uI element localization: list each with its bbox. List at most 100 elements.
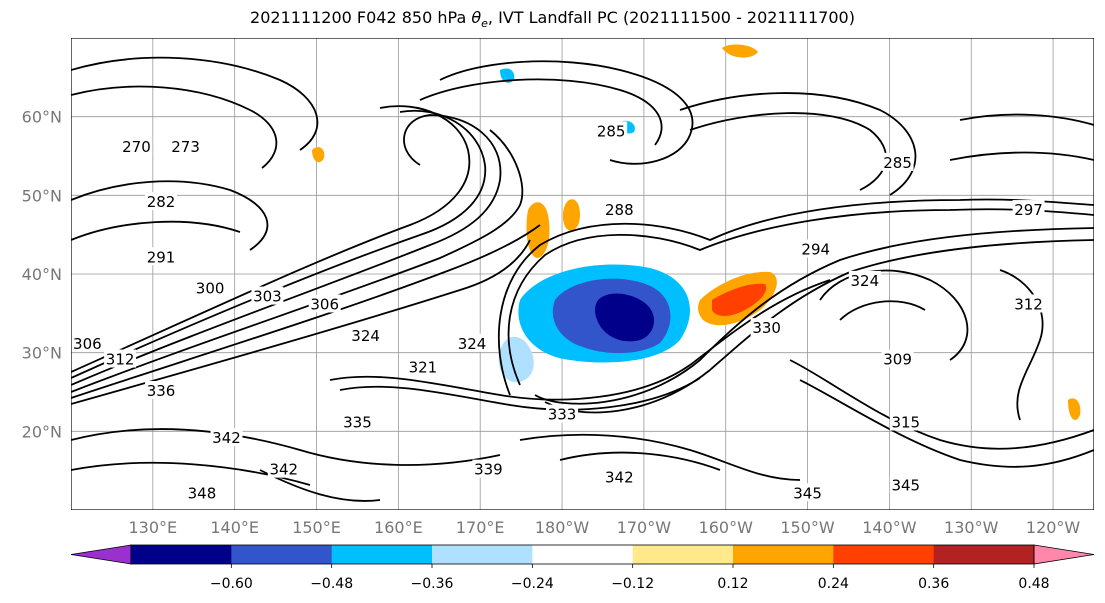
- contour-label-bg: [341, 412, 374, 431]
- negative-pc-scatter: [500, 68, 515, 83]
- positive-pc-north-2: [562, 199, 580, 231]
- contour-label: 342: [269, 461, 298, 479]
- contour-label: 312: [106, 351, 135, 369]
- contour-label-bg: [799, 239, 832, 258]
- contour-label: 321: [409, 358, 438, 376]
- theta-e-contours: [71, 56, 1094, 502]
- contour-line: [71, 105, 471, 373]
- colorbar-segment: [331, 545, 433, 564]
- contour-line: [71, 461, 311, 486]
- positive-pc-scatter: [312, 147, 325, 163]
- contour-label: 309: [883, 351, 912, 369]
- contour-label: 330: [752, 319, 781, 337]
- contour-label-bg: [194, 278, 227, 297]
- lon-label: 120°W: [1026, 518, 1081, 537]
- contour-label: 303: [253, 288, 282, 306]
- contour-line: [949, 151, 1094, 161]
- contour-label: 324: [351, 327, 380, 345]
- contour-label: 345: [793, 484, 822, 502]
- colorbar-tick-label: −0.24: [511, 576, 554, 592]
- contour-label: 285: [883, 154, 912, 172]
- colorbar-segment: [733, 545, 834, 564]
- colorbar-tick-label: 0.12: [717, 576, 748, 592]
- contour-line: [71, 224, 541, 399]
- colorbar-tick-label: 0.24: [818, 576, 849, 592]
- contour-label-bg: [185, 483, 218, 502]
- contour-line: [439, 60, 694, 165]
- contour-label: 324: [458, 335, 487, 353]
- positive-pc-southeast: [1068, 398, 1081, 420]
- contour-label: 315: [891, 413, 920, 431]
- contour-line: [71, 428, 501, 466]
- colorbar-frame: [130, 544, 1035, 565]
- colorbar-tick-label: −0.12: [611, 576, 654, 592]
- contour-label-bg: [791, 483, 824, 502]
- contour-line: [71, 114, 502, 386]
- contour-label-bg: [546, 404, 579, 423]
- contour-label-bg: [603, 467, 636, 486]
- contour-label: 297: [1014, 201, 1043, 219]
- colorbar-tick-label: −0.60: [210, 576, 253, 592]
- contour-line: [71, 56, 319, 151]
- contour-label: 294: [801, 240, 830, 258]
- contour-label-bg: [308, 294, 341, 313]
- contour-label-bg: [145, 192, 178, 211]
- lon-label: 160°E: [374, 518, 423, 537]
- contour-label: 342: [605, 469, 634, 487]
- lat-label: 20°N: [22, 422, 62, 441]
- contour-label: 288: [605, 201, 634, 219]
- contour-line: [789, 359, 1094, 450]
- lat-label: 40°N: [22, 265, 62, 284]
- lon-label: 160°W: [699, 518, 754, 537]
- colorbar-segment: [833, 545, 935, 564]
- contour-label: 306: [73, 335, 102, 353]
- colorbar-segment: [131, 545, 232, 564]
- contour-label-bg: [145, 247, 178, 266]
- colorbar-extend-max: [1033, 544, 1095, 565]
- map-title: 2021111200 F042 850 hPa θe, IVT Landfall…: [250, 8, 855, 31]
- contour-label-bg: [145, 381, 178, 399]
- contour-label-bg: [889, 412, 922, 431]
- contour-label-bg: [603, 200, 636, 219]
- contour-label-bg: [71, 333, 104, 352]
- contour-line: [339, 377, 701, 411]
- contour-label: 348: [188, 484, 217, 502]
- contour-line: [519, 433, 801, 481]
- colorbar-tick-label: −0.48: [310, 576, 353, 592]
- lat-label: 60°N: [22, 108, 62, 127]
- contour-label: 336: [147, 382, 176, 400]
- colorbar-tick-label: −0.36: [411, 576, 454, 592]
- contour-line: [419, 78, 663, 146]
- contour-line: [799, 379, 1094, 468]
- contour-label: 339: [474, 461, 503, 479]
- contour-label: 345: [891, 476, 920, 494]
- colorbar-segment: [933, 545, 1035, 564]
- colorbar: −0.60 −0.48 −0.36 −0.24 −0.12 0.12 0.24 0.36 0.4…: [70, 544, 1095, 592]
- contour-label-bg: [595, 121, 628, 140]
- positive-pc-arctic: [722, 44, 758, 58]
- contour-label-bg: [889, 475, 922, 494]
- contour-label-bg: [169, 137, 202, 156]
- contour-label: 306: [310, 295, 339, 313]
- contour-label-bg: [349, 325, 382, 344]
- contour-line: [999, 269, 1044, 421]
- contour-line: [959, 113, 1094, 126]
- colorbar-tick-label: 0.48: [1018, 576, 1049, 592]
- contour-line: [71, 129, 524, 393]
- longitude-labels: 130°E 140°E 150°E 160°E 170°E 180°W 170°W 160°W…: [129, 518, 1081, 537]
- contour-label: 300: [196, 280, 225, 298]
- contour-line: [839, 300, 926, 321]
- contour-label-bg: [104, 349, 137, 368]
- contour-label: 282: [147, 193, 176, 211]
- lon-label: 140°W: [862, 518, 917, 537]
- contour-label-bg: [456, 333, 489, 352]
- contour-label: 324: [851, 272, 880, 290]
- contour-line: [71, 109, 487, 379]
- contour-line: [497, 198, 1094, 396]
- contour-label: 333: [548, 406, 577, 424]
- contour-label: 335: [343, 413, 372, 431]
- contour-label-bg: [406, 357, 439, 376]
